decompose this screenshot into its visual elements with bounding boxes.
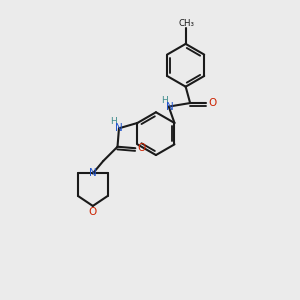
Text: O: O (137, 143, 146, 153)
Text: O: O (208, 98, 217, 108)
Text: N: N (115, 123, 123, 133)
Text: N: N (89, 168, 97, 178)
Text: H: H (161, 96, 168, 105)
Text: N: N (166, 102, 174, 112)
Text: CH₃: CH₃ (178, 19, 194, 28)
Text: H: H (110, 117, 117, 126)
Text: O: O (89, 207, 97, 217)
